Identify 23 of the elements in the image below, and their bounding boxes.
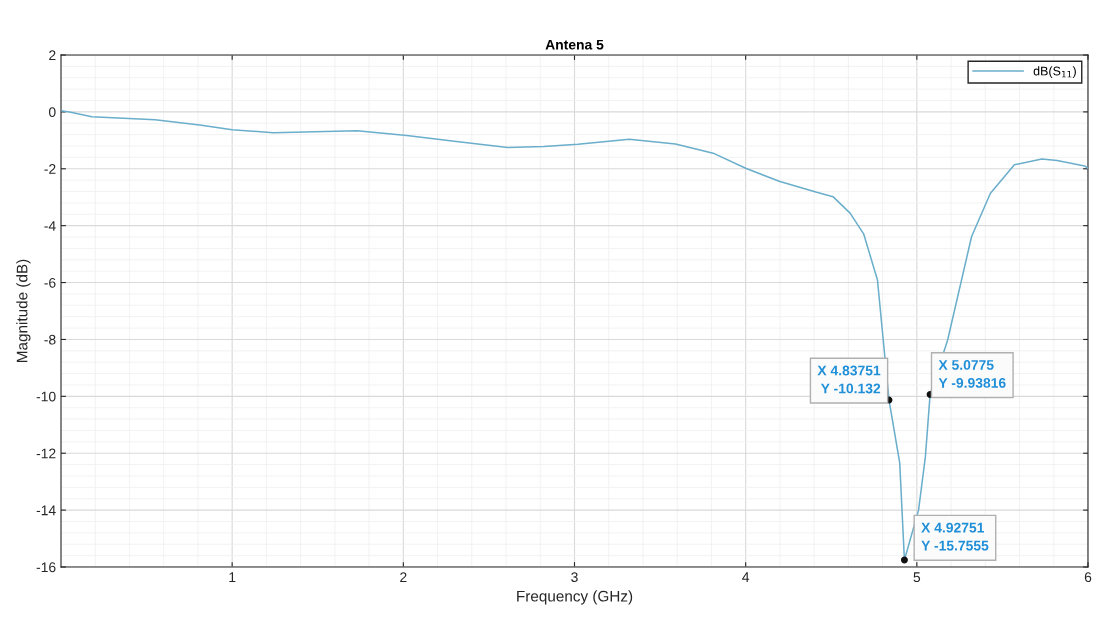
x-tick-label: 2 [400, 572, 407, 582]
annotation: X 4.92751 Y -15.7555 [921, 522, 989, 551]
x-tick-label: 1 [229, 572, 236, 582]
y-tick-label: -8 [44, 334, 56, 345]
x-tick-label: 6 [1084, 572, 1092, 583]
y-tick-label: -6 [44, 277, 56, 288]
y-tick-label: 2 [49, 50, 56, 61]
legend-label: dB(S$_{11}$) [1033, 66, 1076, 78]
y-tick-label: -2 [44, 164, 56, 174]
annotation: X 4.83751 Y -10.132 [817, 365, 881, 394]
chart-title: Antena 5 [545, 39, 604, 50]
x-tick-label: 3 [571, 572, 578, 583]
y-tick-label: -12 [36, 448, 56, 459]
y-tick-label: -4 [44, 221, 56, 231]
y-tick-label: -10 [36, 391, 56, 402]
y-tick-label: 0 [48, 107, 56, 118]
x-tick-label: 4 [742, 572, 750, 582]
x-axis-title: Frequency (GHz) [517, 590, 633, 605]
y-axis-title: Magnitude (dB) [16, 259, 31, 362]
y-tick-label: -16 [36, 562, 56, 573]
annotation: X 5.0775 Y -9.93816 [938, 360, 1006, 388]
y-tick-label: -14 [36, 505, 56, 516]
x-tick-label: 5 [913, 572, 921, 583]
